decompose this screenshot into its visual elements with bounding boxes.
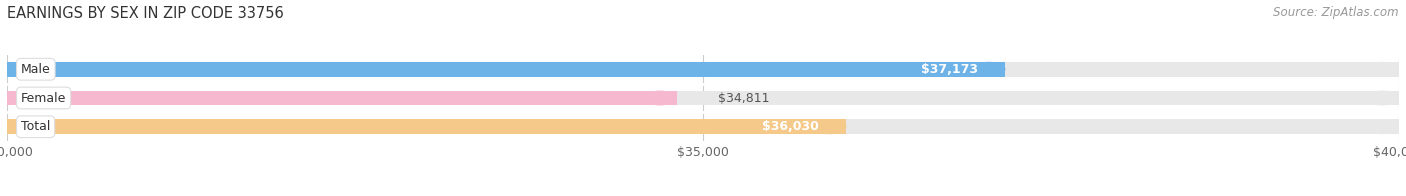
Text: Female: Female bbox=[21, 92, 66, 104]
Ellipse shape bbox=[7, 62, 41, 77]
Ellipse shape bbox=[7, 62, 41, 77]
Ellipse shape bbox=[813, 119, 846, 134]
Bar bbox=[7, 62, 1399, 77]
Ellipse shape bbox=[1365, 91, 1399, 105]
Text: $34,811: $34,811 bbox=[718, 92, 770, 104]
Bar bbox=[7, 119, 846, 134]
Ellipse shape bbox=[7, 119, 41, 134]
Ellipse shape bbox=[972, 62, 1005, 77]
Bar bbox=[7, 119, 1399, 134]
Ellipse shape bbox=[7, 91, 41, 105]
Text: Source: ZipAtlas.com: Source: ZipAtlas.com bbox=[1274, 6, 1399, 19]
Bar bbox=[7, 62, 1005, 77]
Ellipse shape bbox=[644, 91, 676, 105]
Ellipse shape bbox=[7, 119, 41, 134]
Ellipse shape bbox=[1365, 119, 1399, 134]
Text: Male: Male bbox=[21, 63, 51, 76]
Text: $36,030: $36,030 bbox=[762, 120, 818, 133]
Text: $37,173: $37,173 bbox=[921, 63, 977, 76]
Bar bbox=[7, 91, 1399, 105]
Text: Total: Total bbox=[21, 120, 51, 133]
Text: EARNINGS BY SEX IN ZIP CODE 33756: EARNINGS BY SEX IN ZIP CODE 33756 bbox=[7, 6, 284, 21]
Ellipse shape bbox=[7, 91, 41, 105]
Ellipse shape bbox=[1365, 62, 1399, 77]
Bar bbox=[7, 91, 676, 105]
